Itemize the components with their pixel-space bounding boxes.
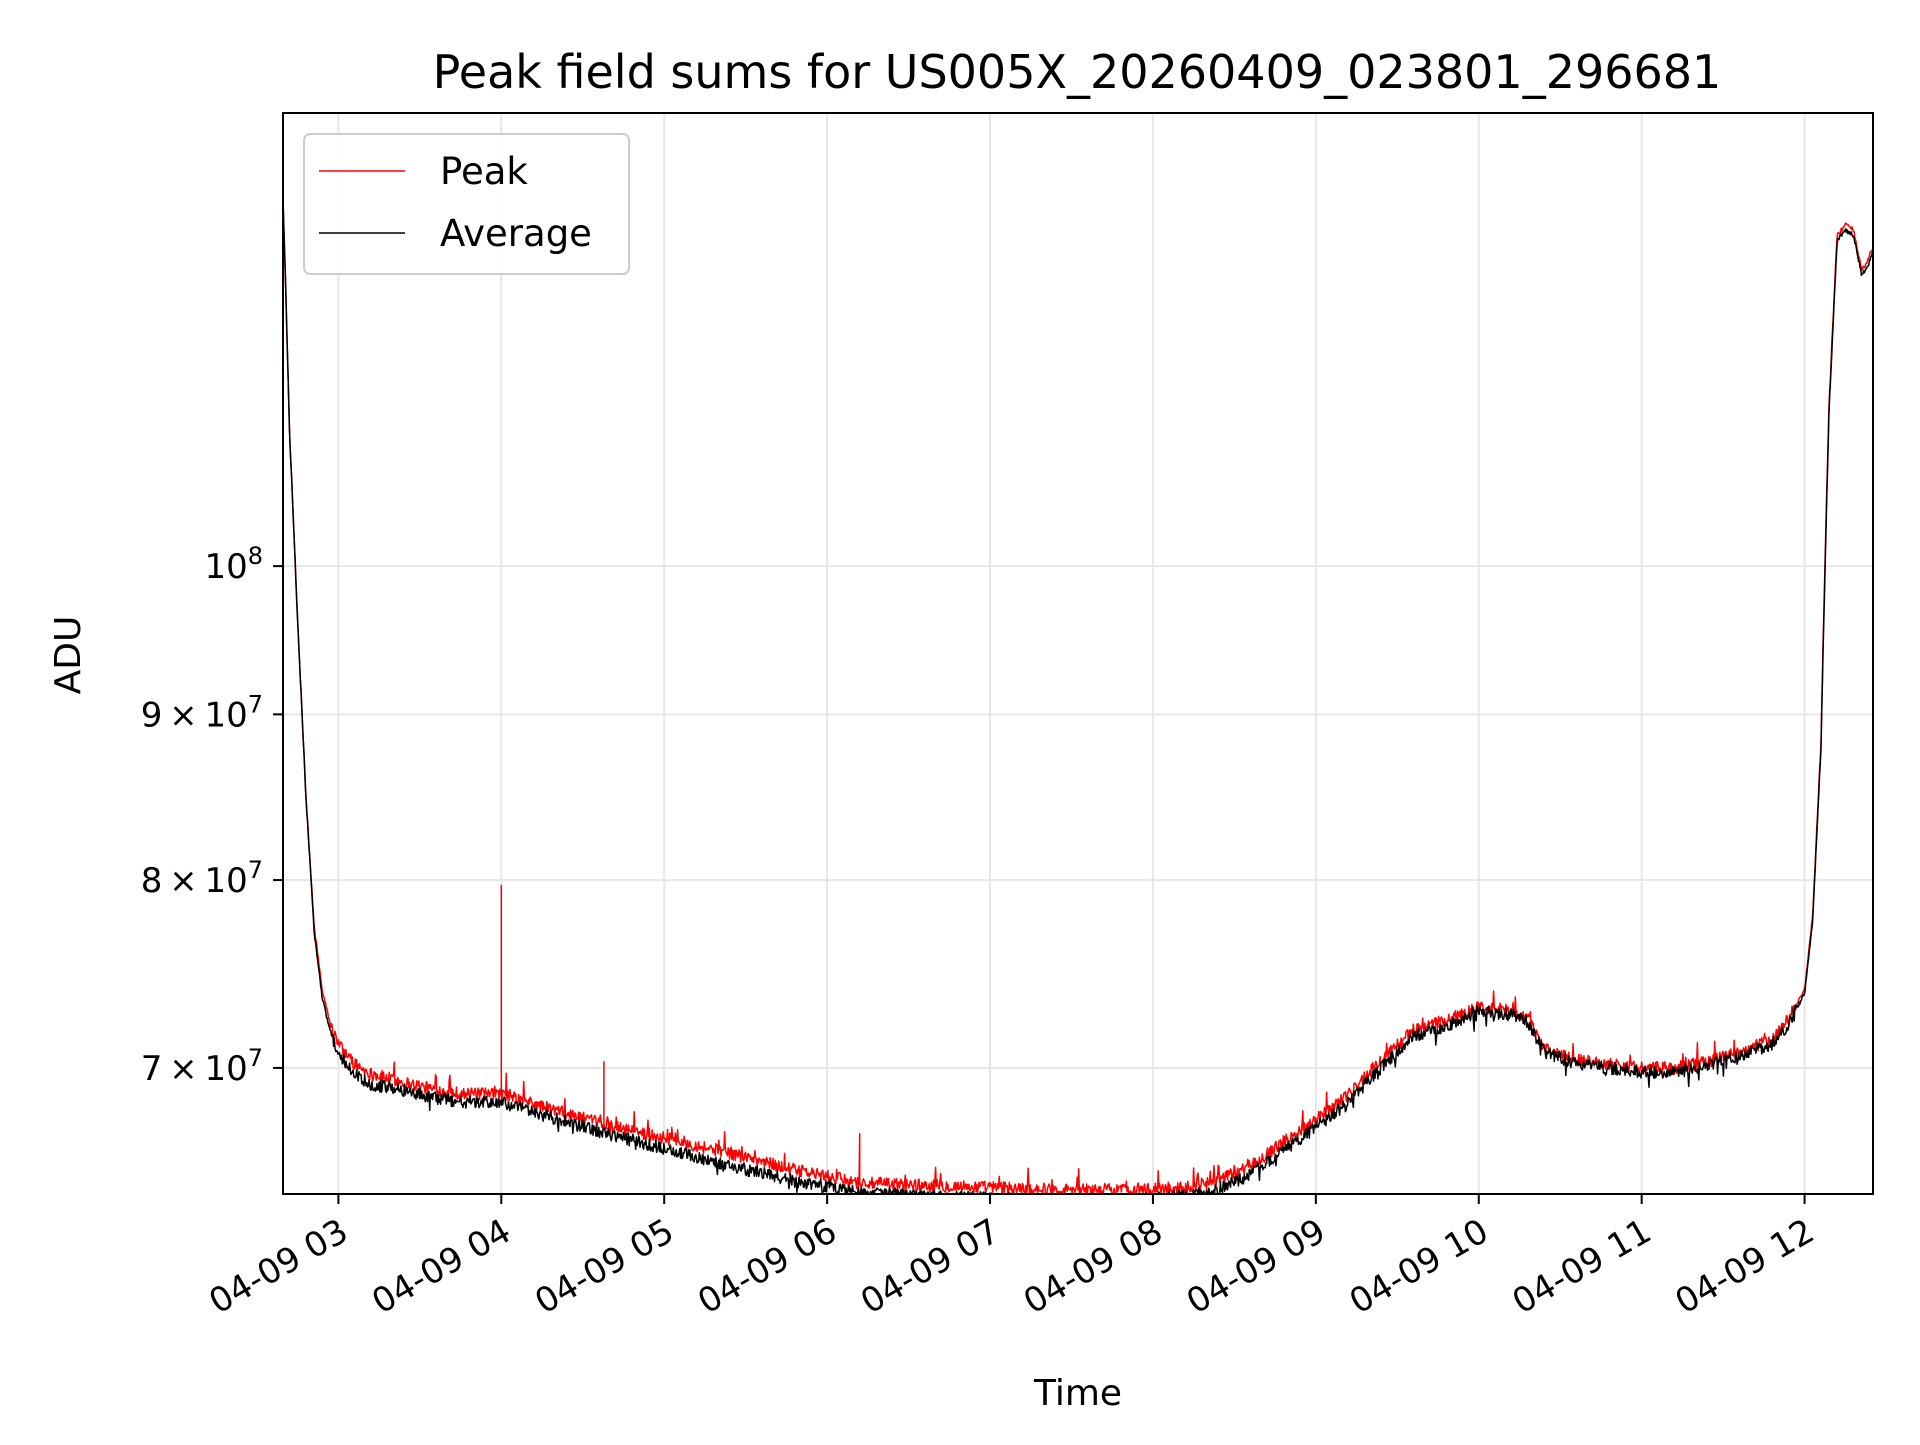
legend-average-label: Average — [440, 212, 592, 255]
y-tick-label: 9 × 107 — [141, 690, 263, 735]
x-gridlines — [337, 113, 1806, 1194]
y-tick-label: 8 × 107 — [141, 856, 263, 901]
chart-title: Peak field sums for US005X_20260409_0238… — [433, 45, 1722, 99]
y-axis: 7 × 107 8 × 107 9 × 107 108 — [141, 542, 283, 1089]
series-line-peak — [282, 198, 1874, 1195]
legend-peak-label: Peak — [440, 150, 528, 193]
y-tick-label: 108 — [204, 542, 263, 587]
y-axis-label: ADU — [48, 616, 89, 695]
plot-area-frame — [282, 112, 1874, 1195]
legend-box — [303, 133, 630, 275]
legend: Peak Average — [303, 133, 630, 275]
x-axis-label: Time — [1033, 1373, 1122, 1414]
y-tick-label: 7 × 107 — [141, 1044, 263, 1089]
